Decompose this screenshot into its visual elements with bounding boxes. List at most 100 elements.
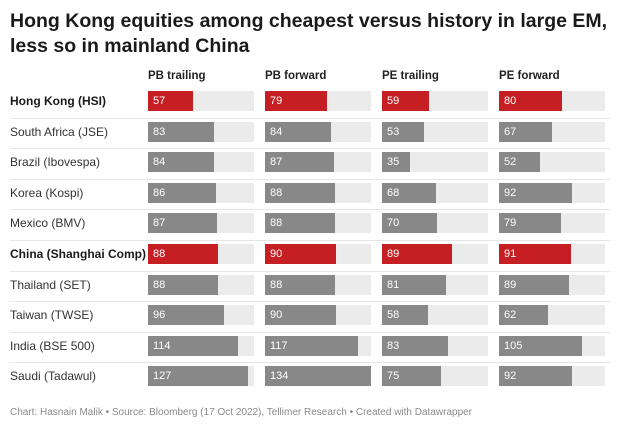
value-bar	[265, 305, 336, 326]
bar-track: 83	[382, 335, 488, 356]
row-label: Hong Kong (HSI)	[10, 94, 106, 108]
value-label: 105	[504, 339, 523, 352]
bar-track: 83	[148, 121, 254, 142]
value-label: 91	[504, 248, 517, 260]
value-label: 87	[270, 156, 283, 169]
value-bar	[148, 121, 214, 142]
bar-track: 88	[265, 182, 371, 203]
value-label: 88	[153, 278, 166, 291]
value-bar	[265, 152, 334, 173]
value-bar	[265, 121, 331, 142]
bar-track: 105	[499, 335, 605, 356]
value-label: 90	[270, 248, 283, 260]
bar-track: 89	[499, 274, 605, 295]
value-label: 96	[153, 309, 166, 322]
bar-track: 90	[265, 244, 371, 264]
value-label: 53	[387, 125, 400, 138]
value-bar	[382, 305, 428, 326]
value-bar	[382, 121, 424, 142]
row-label: Thailand (SET)	[10, 277, 91, 292]
value-label: 114	[153, 339, 171, 352]
bar-track: 80	[499, 91, 605, 111]
value-bar	[499, 182, 572, 203]
row-label: South Africa (JSE)	[10, 124, 109, 139]
row-divider	[10, 331, 610, 333]
value-bar	[265, 366, 371, 387]
bar-track: 88	[265, 274, 371, 295]
value-label: 35	[387, 156, 400, 169]
value-bar	[382, 91, 429, 111]
value-label: 88	[270, 278, 283, 291]
value-label: 92	[504, 370, 517, 383]
value-bar	[382, 366, 441, 387]
bar-track: 58	[382, 305, 488, 326]
bar-track: 81	[382, 274, 488, 295]
value-label: 70	[387, 217, 400, 230]
row-divider	[10, 178, 610, 180]
value-bar	[382, 244, 452, 264]
value-bar	[499, 121, 552, 142]
value-label: 57	[153, 95, 166, 107]
value-bar	[265, 91, 327, 111]
value-bar	[265, 274, 335, 295]
value-bar	[499, 244, 571, 264]
row-label: Mexico (BMV)	[10, 216, 86, 231]
bar-track: 79	[265, 91, 371, 111]
value-bar	[148, 305, 224, 326]
bar-track: 88	[265, 213, 371, 234]
value-label: 88	[270, 186, 283, 199]
value-label: 52	[504, 156, 517, 169]
bar-track: 75	[382, 366, 488, 387]
bar-track: 62	[499, 305, 605, 326]
bar-track: 52	[499, 152, 605, 173]
value-label: 134	[270, 370, 289, 383]
value-label: 89	[504, 278, 517, 291]
bar-track: 84	[148, 152, 254, 173]
value-bar	[499, 305, 548, 326]
column-header: PE forward	[499, 70, 560, 82]
bar-track: 57	[148, 91, 254, 111]
value-bar	[148, 182, 216, 203]
bar-track: 59	[382, 91, 488, 111]
value-label: 67	[504, 125, 517, 138]
value-bar	[499, 91, 562, 111]
bar-track: 84	[265, 121, 371, 142]
value-label: 83	[387, 339, 400, 352]
value-bar	[499, 366, 572, 387]
chart-footer: Chart: Hasnain Malik • Source: Bloomberg…	[10, 407, 473, 418]
value-label: 89	[387, 248, 400, 260]
bar-track: 117	[265, 335, 371, 356]
value-bar	[148, 213, 217, 234]
bar-track: 92	[499, 182, 605, 203]
value-label: 88	[153, 248, 166, 260]
value-bar	[265, 213, 335, 234]
bar-track: 68	[382, 182, 488, 203]
bar-track: 86	[148, 182, 254, 203]
value-label: 84	[153, 156, 166, 169]
value-label: 79	[270, 95, 283, 107]
bar-track: 91	[499, 244, 605, 264]
value-bar	[265, 182, 335, 203]
column-header: PE trailing	[382, 70, 439, 82]
value-bar	[382, 274, 446, 295]
column-header: PB trailing	[148, 70, 206, 82]
row-label: India (BSE 500)	[10, 338, 95, 353]
value-bar	[382, 182, 436, 203]
value-bar	[148, 244, 218, 264]
value-label: 87	[153, 217, 166, 230]
value-bar	[499, 213, 561, 234]
value-label: 117	[270, 339, 288, 352]
value-label: 83	[153, 125, 166, 138]
bar-track: 89	[382, 244, 488, 264]
value-bar	[382, 152, 410, 173]
value-bar	[148, 335, 238, 356]
value-label: 84	[270, 125, 283, 138]
value-bar	[499, 152, 540, 173]
bar-track: 134	[265, 366, 371, 387]
value-bar	[382, 213, 437, 234]
value-bar	[148, 91, 193, 111]
bar-track: 53	[382, 121, 488, 142]
row-divider	[10, 362, 610, 364]
row-divider	[10, 240, 610, 241]
row-divider	[10, 148, 610, 150]
